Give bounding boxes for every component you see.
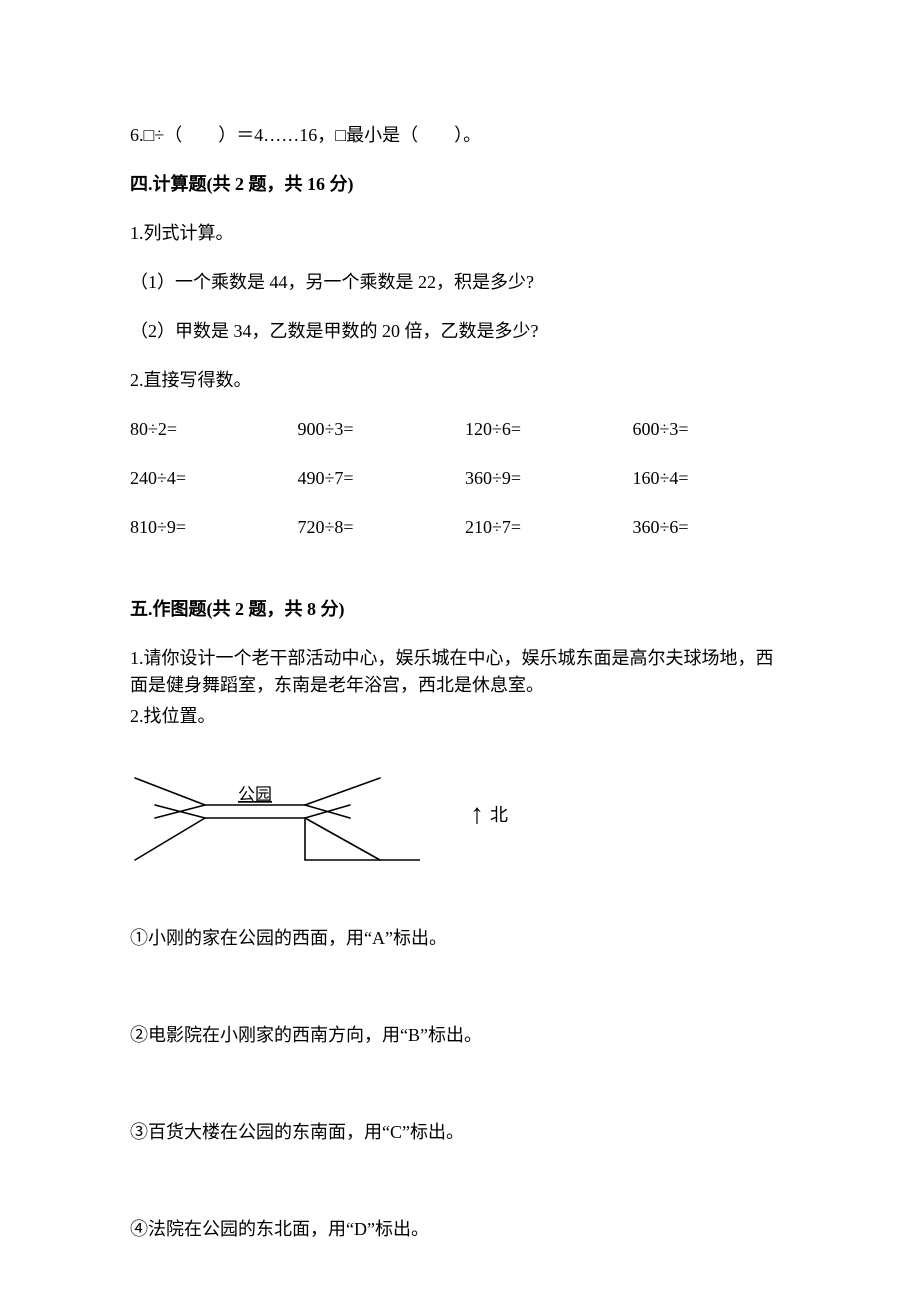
section4-q1-title: 1.列式计算。 [130, 220, 790, 247]
calc-cell: 210÷7= [465, 514, 623, 541]
calc-cell: 120÷6= [465, 416, 623, 443]
calc-cell: 720÷8= [298, 514, 456, 541]
section5-sub4: ④法院在公园的东北面，用“D”标出。 [130, 1216, 790, 1243]
figure-row: 公园 ↑ 北 [130, 760, 790, 870]
compass-north: ↑ 北 [470, 801, 508, 829]
calc-grid: 80÷2= 900÷3= 120÷6= 600÷3= 240÷4= 490÷7=… [130, 416, 790, 541]
arrow-up-icon: ↑ [470, 801, 484, 829]
calc-cell: 810÷9= [130, 514, 288, 541]
calc-cell: 160÷4= [633, 465, 791, 492]
calc-cell: 600÷3= [633, 416, 791, 443]
section5-sub2: ②电影院在小刚家的西南方向，用“B”标出。 [130, 1022, 790, 1049]
calc-cell: 240÷4= [130, 465, 288, 492]
calc-cell: 360÷9= [465, 465, 623, 492]
calc-cell: 490÷7= [298, 465, 456, 492]
park-diagram: 公园 [130, 760, 420, 870]
calc-cell: 80÷2= [130, 416, 288, 443]
section5-q1: 1.请你设计一个老干部活动中心，娱乐城在中心，娱乐城东面是高尔夫球场地，西面是健… [130, 645, 790, 699]
park-label-text: 公园 [238, 785, 272, 804]
section4-q1-sub1: （1）一个乘数是 44，另一个乘数是 22，积是多少? [130, 269, 790, 296]
question-6: 6.□÷（ ）＝4……16，□最小是（ ）。 [130, 122, 790, 149]
section5-sub1: ①小刚的家在公园的西面，用“A”标出。 [130, 925, 790, 952]
section4-q1-sub2: （2）甲数是 34，乙数是甲数的 20 倍，乙数是多少? [130, 318, 790, 345]
calc-cell: 900÷3= [298, 416, 456, 443]
section5-sub3: ③百货大楼在公园的东南面，用“C”标出。 [130, 1119, 790, 1146]
calc-cell: 360÷6= [633, 514, 791, 541]
section-4-heading: 四.计算题(共 2 题，共 16 分) [130, 171, 790, 198]
section4-q2-title: 2.直接写得数。 [130, 367, 790, 394]
section5-q2-title: 2.找位置。 [130, 703, 790, 730]
section-5-heading: 五.作图题(共 2 题，共 8 分) [130, 596, 790, 623]
north-label: 北 [490, 802, 508, 829]
document-page: 6.□÷（ ）＝4……16，□最小是（ ）。 四.计算题(共 2 题，共 16 … [0, 0, 920, 1313]
